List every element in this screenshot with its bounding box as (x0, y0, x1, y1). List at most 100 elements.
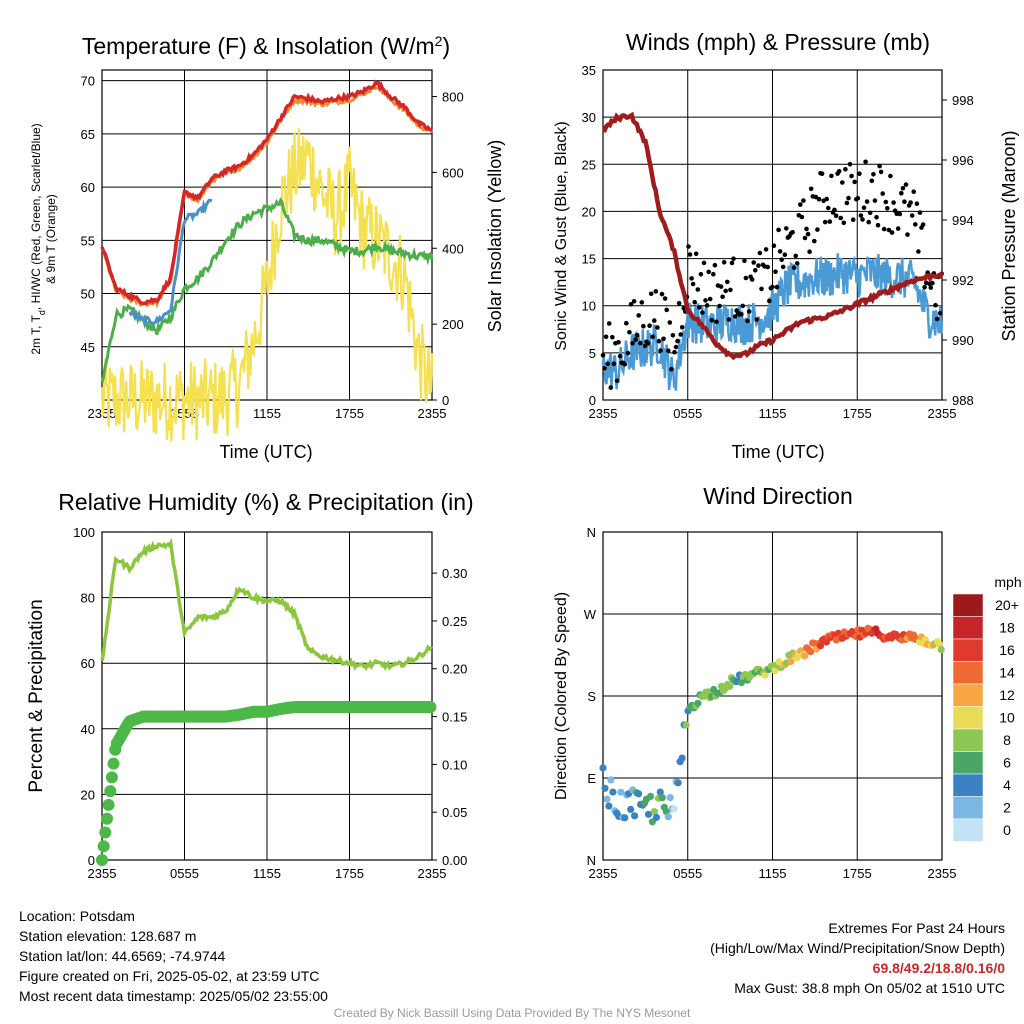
gust-point (805, 231, 811, 237)
gust-point (753, 268, 758, 273)
temp-2m-line (100, 79, 433, 306)
gust-point (650, 334, 655, 340)
dir-xtick-label: 1755 (843, 866, 872, 881)
gust-point (779, 257, 784, 263)
colorbar-swatch (952, 728, 984, 752)
dir-frame (602, 531, 943, 861)
gust-point (841, 220, 847, 226)
temp-ytick-right-label: 600 (442, 165, 464, 180)
gust-point (746, 309, 752, 314)
gust-point (765, 264, 770, 270)
gust-point (617, 353, 623, 359)
credit-text: Created By Nick Bassill Using Data Provi… (333, 1006, 691, 1020)
colorbar-label: 6 (1003, 755, 1011, 771)
gust-point (866, 219, 871, 225)
gust-point (756, 263, 761, 268)
gust-point (770, 284, 775, 290)
extremes-heading: Extremes For Past 24 Hours (828, 920, 1005, 936)
wind-ytick-label: 25 (582, 157, 596, 172)
gust-point (784, 226, 789, 231)
elevation-text: Station elevation: 128.687 m (19, 928, 197, 944)
gust-point (773, 269, 778, 275)
direction-point (601, 784, 609, 792)
direction-point (599, 764, 607, 772)
rh-panel-title: Relative Humidity (%) & Precipitation (i… (58, 489, 473, 515)
temp-ytick-right-label: 0 (442, 393, 449, 408)
gust-point (718, 284, 724, 289)
gust-point (729, 260, 735, 266)
wind-ytick-label: 35 (582, 63, 596, 78)
max-gust-text: Max Gust: 38.8 mph On 05/02 at 1510 UTC (734, 980, 1005, 996)
colorbar-swatch (952, 818, 984, 842)
gust-point (777, 249, 783, 254)
gust-point (913, 222, 918, 227)
gust-point (600, 353, 606, 358)
gust-point (843, 167, 848, 172)
colorbar-label: 4 (1003, 777, 1011, 793)
gust-point (840, 180, 845, 185)
direction-point (631, 812, 639, 820)
direction-point (607, 776, 615, 784)
gust-point (937, 310, 943, 316)
temp-ylabel-right: Solar Insolation (Yellow) (485, 140, 505, 332)
precip-point (102, 798, 115, 811)
gust-point (933, 302, 938, 308)
precip-point (99, 826, 112, 839)
rh-ytick-right-label: 0.20 (442, 662, 467, 677)
gust-point (664, 307, 669, 313)
gust-point (678, 332, 683, 337)
colorbar-label: 18 (999, 620, 1015, 636)
gust-point (855, 195, 861, 201)
wind-ylabel-left: Sonic Wind & Gust (Blue, Black) (553, 121, 570, 350)
wind-ytick-right-label: 988 (952, 393, 974, 408)
direction-point (682, 721, 690, 729)
gust-point (763, 247, 769, 252)
direction-point (694, 699, 702, 707)
wind-ytick-label: 0 (589, 393, 596, 408)
gust-point (656, 338, 662, 344)
rh-ytick-label: 40 (81, 722, 95, 737)
gust-point (885, 206, 890, 211)
colorbar-title: mph (994, 574, 1021, 590)
gust-point (706, 269, 711, 275)
gust-point (634, 332, 640, 338)
gust-point (751, 260, 756, 265)
gust-point (723, 288, 728, 294)
gust-point (846, 195, 851, 201)
rh-ytick-label: 0 (88, 853, 95, 868)
temp-ytick-label: 70 (81, 74, 95, 89)
gust-point (857, 171, 862, 176)
gust-point (625, 350, 631, 356)
direction-point (627, 805, 635, 814)
gust-point (686, 244, 691, 249)
colorbar-label: 8 (1003, 732, 1011, 748)
gust-point (852, 179, 857, 185)
colorbar-label: 14 (999, 665, 1015, 681)
gust-point (679, 325, 685, 330)
gust-point (648, 291, 654, 297)
gust-point (717, 303, 722, 309)
gust-point (864, 199, 870, 204)
gust-point (692, 299, 697, 305)
gust-point (872, 198, 878, 203)
gust-point (798, 202, 803, 207)
gust-point (790, 229, 795, 235)
dir-ytick-label: N (587, 525, 596, 540)
gust-point (628, 302, 634, 307)
rh-xtick-label: 2355 (88, 866, 117, 881)
gust-point (742, 258, 747, 264)
gust-point (653, 289, 659, 294)
gust-point (731, 256, 736, 262)
gust-point (695, 287, 701, 292)
temp-xtick-label: 1155 (253, 406, 281, 421)
gust-point (673, 344, 679, 350)
gust-point (869, 178, 875, 184)
gust-point (860, 217, 865, 222)
gust-point (934, 316, 940, 322)
gust-point (754, 317, 760, 322)
direction-point (646, 792, 655, 801)
wind-panel: Winds (mph) & Pressure (mb) 2355 0555 1155… (553, 29, 1019, 462)
wind-xtick-label: 2355 (928, 406, 957, 421)
wind-panel-title: Winds (mph) & Pressure (mb) (626, 29, 930, 55)
gust-point (844, 200, 850, 206)
